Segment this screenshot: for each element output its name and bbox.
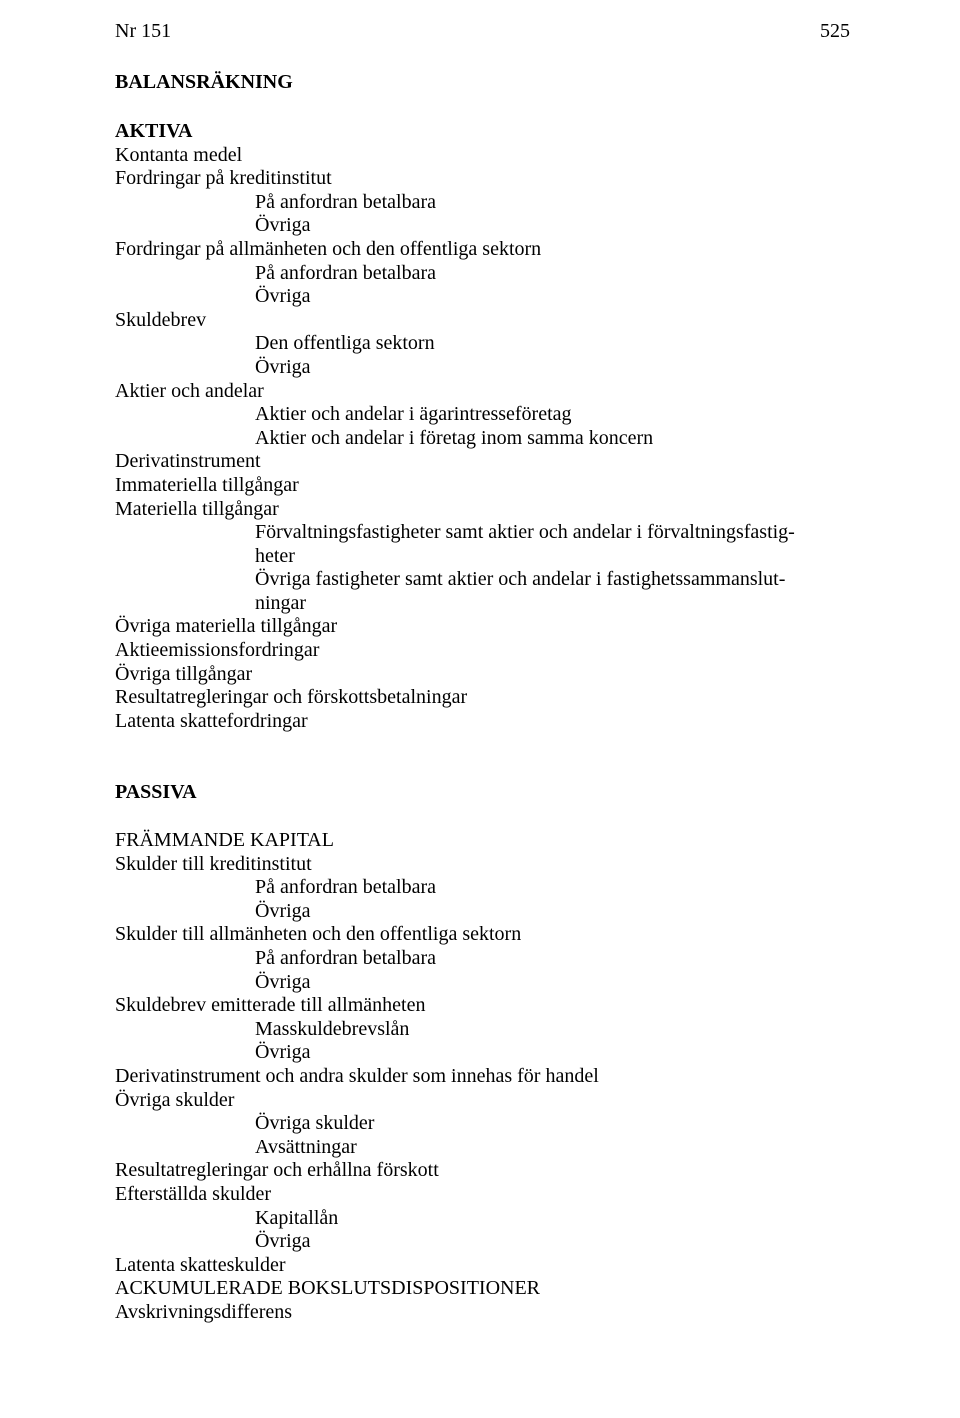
line-ovriga-tillgangar: Övriga tillgångar [115,663,850,687]
line-ovriga-6: Övriga [115,1041,850,1065]
line-ovriga-3: Övriga [115,356,850,380]
spacer [115,805,850,829]
frammande-title: FRÄMMANDE KAPITAL [115,829,850,853]
line-ovriga-2: Övriga [115,285,850,309]
line-pa-anfordran-1: På anfordran betalbara [115,191,850,215]
page-header: Nr 151 525 [115,20,850,43]
line-aktier-agar: Aktier och andelar i ägarintresseföretag [115,403,850,427]
line-aktieemissions: Aktieemissionsfordringar [115,639,850,663]
line-skulder-allman: Skulder till allmänheten och den offentl… [115,923,850,947]
line-ovriga-1: Övriga [115,214,850,238]
line-kontanta: Kontanta medel [115,144,850,168]
line-ackumulerade: ACKUMULERADE BOKSLUTSDISPOSITIONER [115,1277,850,1301]
line-avskrivnings: Avskrivningsdifferens [115,1301,850,1325]
line-skulder-kredit: Skulder till kreditinstitut [115,853,850,877]
line-skuldebrev: Skuldebrev [115,309,850,333]
line-aktier-andelar: Aktier och andelar [115,380,850,404]
line-kapitallan: Kapitallån [115,1207,850,1231]
line-aktier-koncern: Aktier och andelar i företag inom samma … [115,427,850,451]
balansrakning-title: BALANSRÄKNING [115,71,850,94]
line-ovriga-materiella: Övriga materiella tillgångar [115,615,850,639]
line-latenta: Latenta skattefordringar [115,710,850,734]
page-container: Nr 151 525 BALANSRÄKNING AKTIVA Kontanta… [0,0,960,1365]
line-ovriga-5: Övriga [115,971,850,995]
line-ovriga-4: Övriga [115,900,850,924]
aktiva-title: AKTIVA [115,120,850,144]
spacer [115,96,850,120]
line-efterstallda: Efterställda skulder [115,1183,850,1207]
line-resultatreg2: Resultatregleringar och erhållna förskot… [115,1159,850,1183]
line-pa-anfordran-2: På anfordran betalbara [115,262,850,286]
line-forvaltnings-b: heter [115,545,850,569]
line-fordringar-kredit: Fordringar på kreditinstitut [115,167,850,191]
line-den-offentliga: Den offentliga sektorn [115,332,850,356]
line-derivat-handel: Derivatinstrument och andra skulder som … [115,1065,850,1089]
line-materiella: Materiella tillgångar [115,498,850,522]
line-masskulde: Masskuldebrevslån [115,1018,850,1042]
line-ovriga-fast-b: ningar [115,592,850,616]
page-number: 525 [820,20,850,43]
line-latenta-sk: Latenta skatteskulder [115,1254,850,1278]
spacer [115,757,850,781]
line-pa-anfordran-4: På anfordran betalbara [115,947,850,971]
line-ovriga-skulder-2: Övriga skulder [115,1112,850,1136]
line-derivat: Derivatinstrument [115,450,850,474]
line-ovriga-skulder-1: Övriga skulder [115,1089,850,1113]
passiva-title: PASSIVA [115,781,850,805]
line-fordringar-allman: Fordringar på allmänheten och den offent… [115,238,850,262]
line-forvaltnings-a: Förvaltningsfastigheter samt aktier och … [115,521,850,545]
doc-number: Nr 151 [115,20,171,43]
line-ovriga-7: Övriga [115,1230,850,1254]
line-immateriella: Immateriella tillgångar [115,474,850,498]
line-skuldebrev-emit: Skuldebrev emitterade till allmänheten [115,994,850,1018]
line-pa-anfordran-3: På anfordran betalbara [115,876,850,900]
line-ovriga-fast-a: Övriga fastigheter samt aktier och andel… [115,568,850,592]
spacer [115,733,850,757]
line-avsattningar: Avsättningar [115,1136,850,1160]
line-resultatreg: Resultatregleringar och förskottsbetalni… [115,686,850,710]
